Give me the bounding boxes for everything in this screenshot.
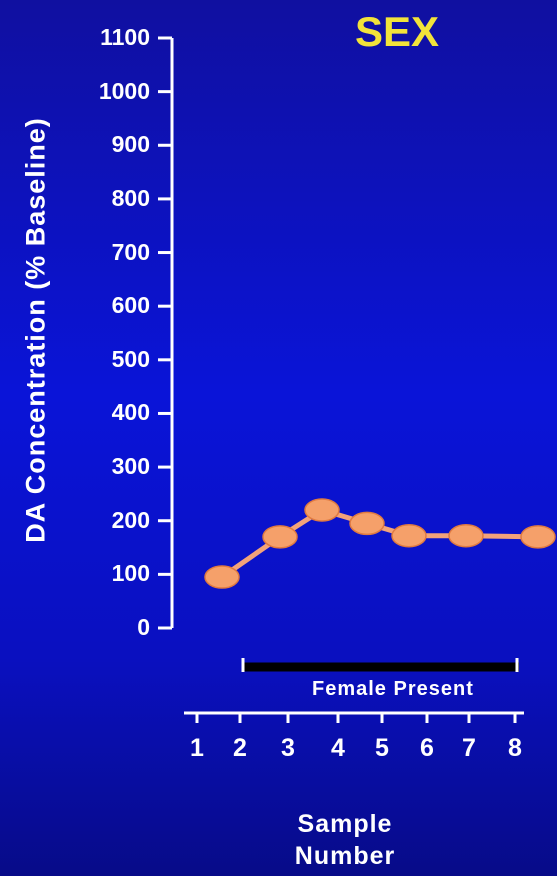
- y-tick-label: 1000: [98, 77, 150, 104]
- x-tick-label: 4: [331, 734, 345, 762]
- y-tick-label: 500: [111, 345, 150, 372]
- data-point: [304, 498, 340, 522]
- y-tick-label: 800: [111, 184, 150, 211]
- data-point: [262, 525, 298, 549]
- y-tick-label: 300: [111, 453, 150, 480]
- y-tick-label: 900: [111, 131, 150, 158]
- y-tick-label: 600: [111, 292, 150, 319]
- x-tick-label: 8: [508, 734, 522, 762]
- x-tick-label: 2: [233, 734, 247, 762]
- x-tick-label: 5: [375, 734, 389, 762]
- x-tick-label: 7: [462, 734, 476, 762]
- y-tick-label: 1100: [100, 24, 150, 50]
- data-point: [204, 565, 240, 589]
- x-tick-label: 6: [420, 734, 434, 762]
- data-point: [448, 523, 484, 548]
- y-tick-label: 0: [137, 614, 150, 640]
- x-tick-label: 1: [190, 734, 204, 762]
- data-point: [520, 525, 556, 549]
- y-tick-label: 400: [111, 399, 150, 426]
- data-point: [391, 523, 427, 548]
- y-tick-label: 200: [111, 506, 150, 533]
- x-tick-label: 3: [281, 734, 295, 762]
- female-present-label: Female Present: [312, 678, 474, 700]
- x-axis-label: Sample Number: [260, 808, 430, 872]
- chart-title: SEX: [355, 8, 440, 55]
- x-axis-label-text: Sample Number: [294, 810, 396, 870]
- y-tick-label: 700: [111, 238, 150, 265]
- data-point: [349, 511, 385, 536]
- y-tick-label: 100: [111, 560, 150, 587]
